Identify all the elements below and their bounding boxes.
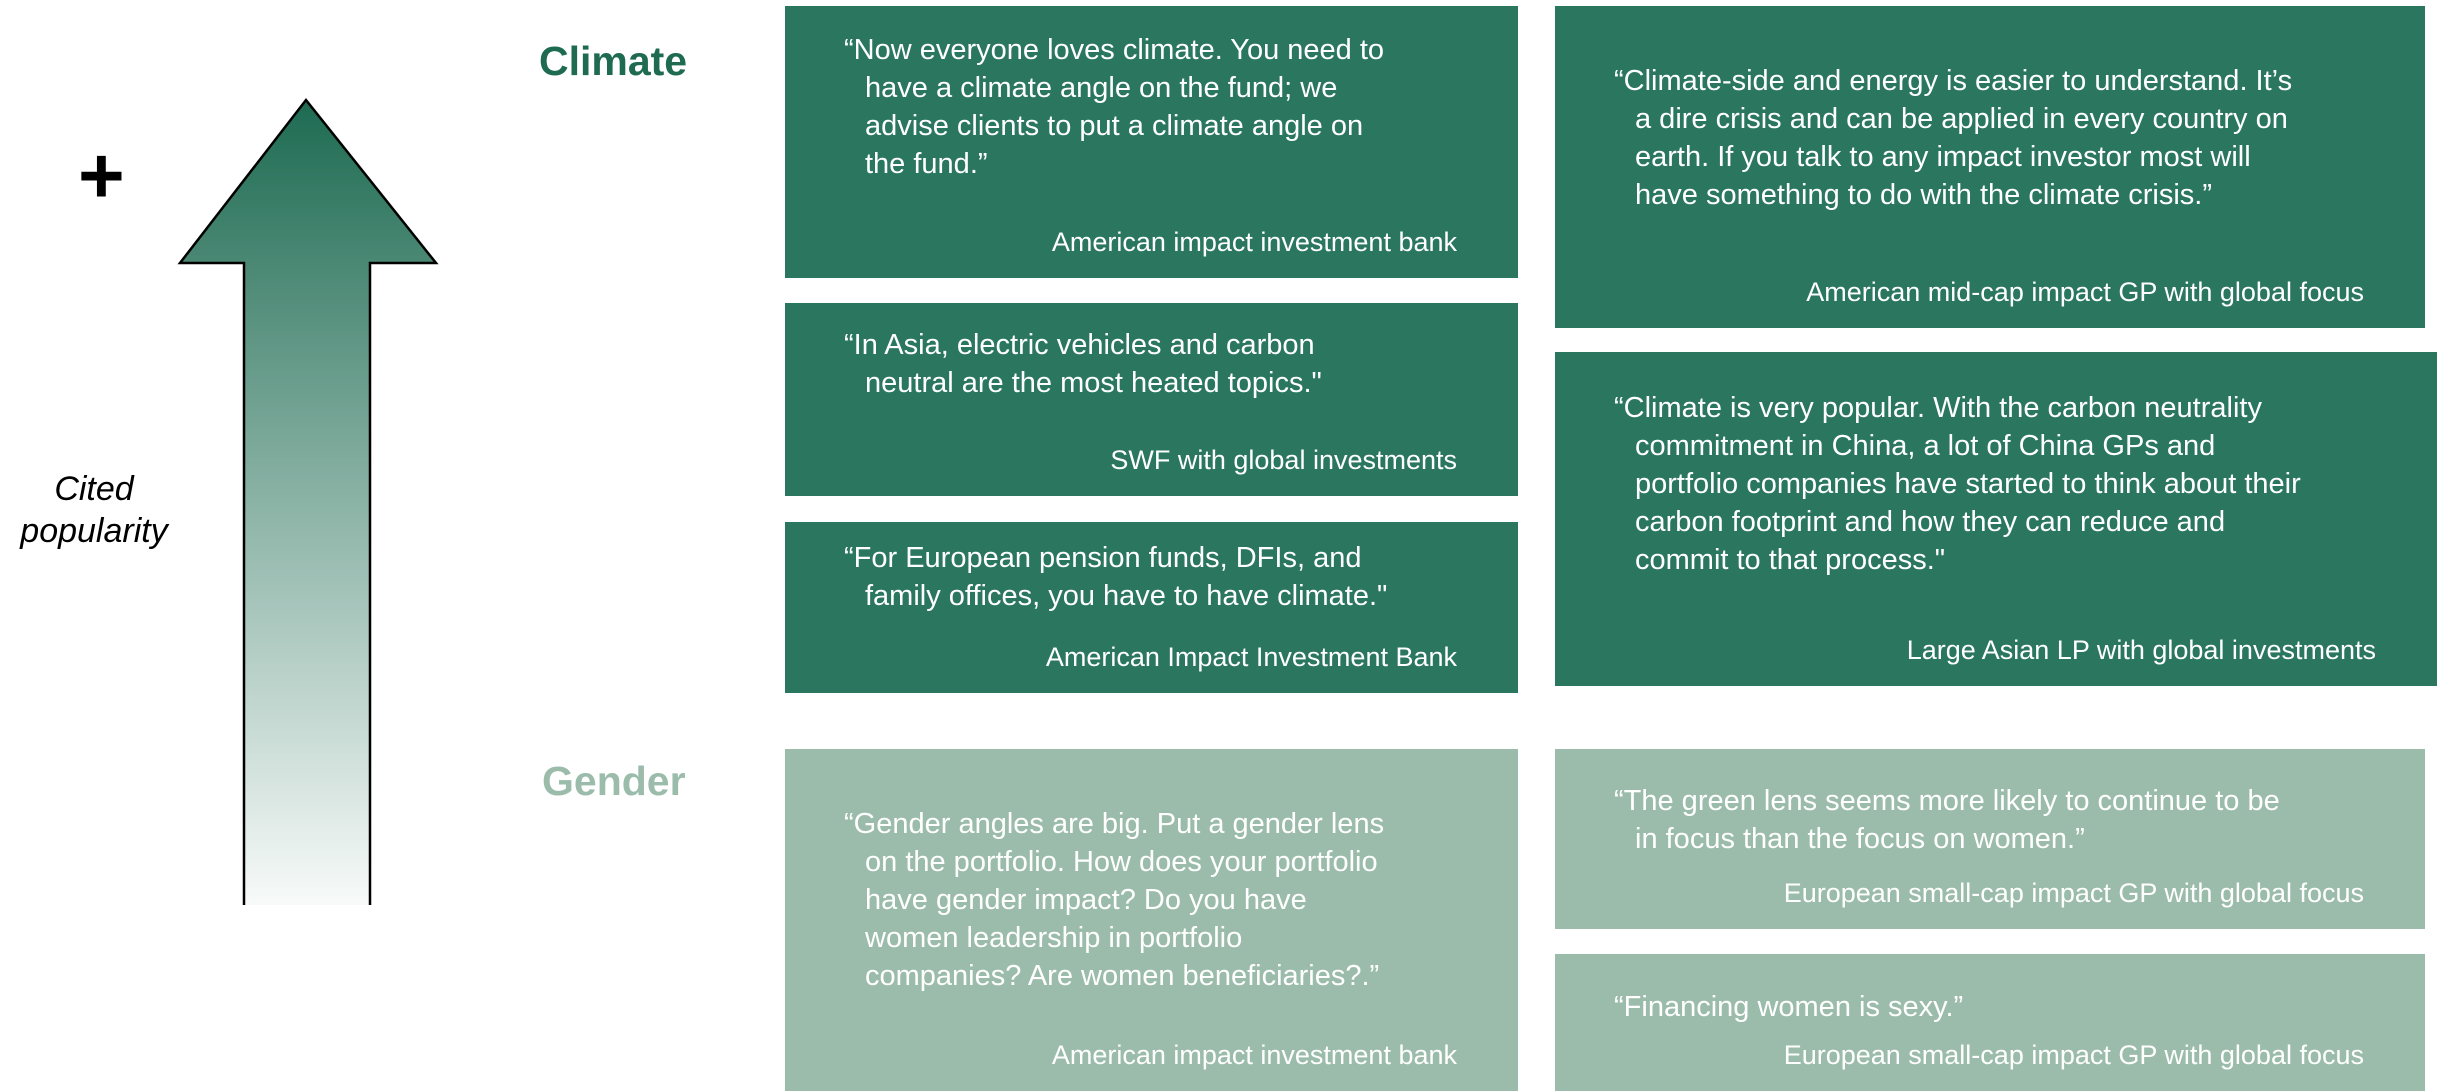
quote-line: commitment in China, a lot of China GPs …	[1635, 430, 2216, 462]
quote-source: American Impact Investment Bank	[1045, 642, 1457, 672]
quote-card: “In Asia, electric vehicles and carbon ne…	[785, 303, 1518, 496]
quote-line: “The green lens seems more likely to con…	[1614, 785, 2280, 817]
quote-card: “Gender angles are big. Put a gender len…	[785, 749, 1518, 1091]
popularity-arrow	[177, 97, 439, 909]
section-label: Gender	[542, 758, 686, 804]
quote-line: commit to that process."	[1635, 544, 1946, 576]
quote-line: a dire crisis and can be applied in ever…	[1635, 103, 2288, 135]
quote-card: “Financing women is sexy.” European small…	[1555, 954, 2425, 1091]
quote-line: “Gender angles are big. Put a gender len…	[844, 808, 1385, 840]
axis-label-line: Cited	[54, 470, 134, 508]
quote-source: SWF with global investments	[1110, 445, 1457, 475]
arrow-base-mask	[240, 905, 374, 915]
quote-line: “Climate is very popular. With the carbo…	[1614, 392, 2262, 424]
axis-label-line: popularity	[20, 512, 168, 550]
quote-card: “Now everyone loves climate. You need to…	[785, 6, 1518, 278]
quote-line: portfolio companies have started to thin…	[1635, 468, 2301, 500]
quote-source: American mid-cap impact GP with global f…	[1806, 277, 2364, 307]
quote-line: advise clients to put a climate angle on	[865, 110, 1364, 142]
quote-source: European small-cap impact GP with global…	[1783, 1040, 2364, 1070]
quote-line: have something to do with the climate cr…	[1635, 179, 2213, 211]
quote-line: “In Asia, electric vehicles and carbon	[844, 329, 1315, 361]
quote-line: have gender impact? Do you have	[865, 884, 1307, 916]
quote-line: the fund.”	[865, 148, 988, 180]
quote-line: women leadership in portfolio	[865, 922, 1243, 954]
quote-source: American impact investment bank	[1051, 1040, 1457, 1070]
quote-source: American impact investment bank	[1051, 227, 1457, 257]
plus-sign: +	[78, 131, 125, 220]
quote-line: neutral are the most heated topics."	[865, 367, 1322, 399]
quote-line: companies? Are women beneficiaries?.”	[865, 960, 1380, 992]
axis-label: Cited popularity	[0, 468, 188, 552]
quote-line: on the portfolio. How does your portfoli…	[865, 846, 1378, 878]
quote-line: “Climate-side and energy is easier to un…	[1614, 65, 2293, 97]
quote-line: in focus than the focus on women.”	[1635, 823, 2085, 855]
quote-card: “Climate is very popular. With the carbo…	[1555, 352, 2437, 686]
quote-line: carbon footprint and how they can reduce…	[1635, 506, 2226, 538]
quote-line: have a climate angle on the fund; we	[865, 72, 1338, 104]
quote-line: earth. If you talk to any impact investo…	[1635, 141, 2251, 173]
quote-line: “Now everyone loves climate. You need to	[844, 34, 1385, 66]
quote-line: “For European pension funds, DFIs, and	[844, 542, 1362, 574]
quote-card: “For European pension funds, DFIs, and fa…	[785, 522, 1518, 693]
quote-source: Large Asian LP with global investments	[1906, 635, 2376, 665]
quote-line: “Financing women is sexy.”	[1614, 991, 1964, 1023]
quote-line: family offices, you have to have climate…	[865, 580, 1388, 612]
quote-card: “Climate-side and energy is easier to un…	[1555, 6, 2425, 328]
quote-source: European small-cap impact GP with global…	[1783, 878, 2364, 908]
quote-card: “The green lens seems more likely to con…	[1555, 749, 2425, 929]
section-label: Climate	[539, 38, 688, 84]
